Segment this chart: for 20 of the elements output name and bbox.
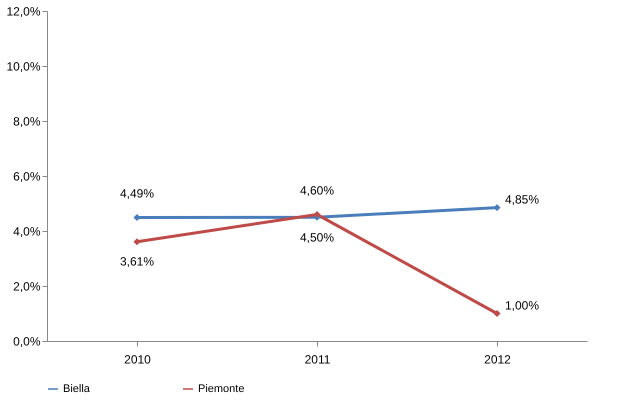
data-label: 3,61% (120, 254, 154, 269)
legend-label: Piemonte (198, 383, 244, 395)
y-tick-label: 2,0% (13, 280, 41, 294)
data-label: 4,60% (300, 184, 334, 198)
data-label: 4,49% (120, 186, 154, 201)
x-tick-label: 2011 (304, 352, 331, 366)
data-label: 1,00% (505, 298, 540, 312)
data-label: 4,85% (505, 192, 540, 207)
y-tick-label: 4,0% (13, 224, 41, 238)
y-tick-label: 0,0% (13, 334, 41, 348)
point (133, 238, 141, 246)
y-tick-label: 6,0% (13, 170, 41, 184)
x-tick-label: 2010 (124, 352, 152, 366)
legend-label: Biella (63, 383, 91, 395)
point (493, 310, 501, 318)
x-tick-label: 2012 (484, 352, 512, 366)
y-tick-label: 10,0% (6, 60, 41, 74)
y-tick-label: 12,0% (6, 4, 41, 18)
data-label: 4,50% (300, 230, 334, 244)
y-tick-label: 8,0% (13, 114, 41, 128)
